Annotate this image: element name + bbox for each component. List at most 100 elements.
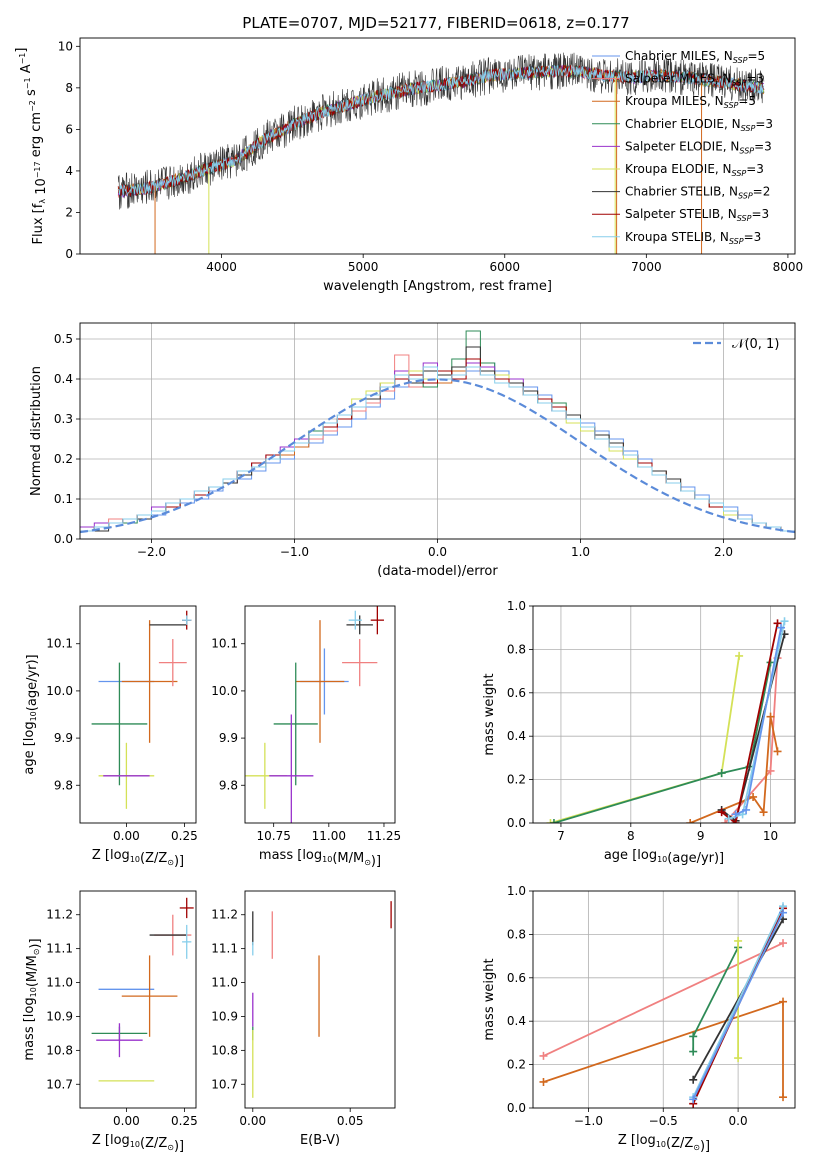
mass-weight-marker	[735, 651, 744, 660]
y-axis-label: Normed distribution	[29, 366, 44, 496]
axes-frame	[79, 37, 796, 255]
mass-weight-marker	[686, 819, 695, 823]
figure-title: PLATE=0707, MJD=52177, FIBERID=0618, z=0…	[242, 14, 629, 32]
mass-weight-marker	[689, 1047, 698, 1056]
legend-label: Salpeter ELODIE, NSSP=3	[625, 139, 772, 155]
error-point	[121, 620, 178, 743]
y-tick-label: 11.2	[46, 908, 73, 922]
error-point	[121, 955, 178, 1037]
x-tick-label: −2.0	[137, 545, 166, 559]
mass-weight-marker	[779, 908, 788, 917]
x-tick-label: 0.05	[337, 1114, 364, 1128]
error-point	[91, 662, 148, 786]
y-tick-label: 0.4	[507, 1014, 526, 1028]
y-tick-label: 0.0	[507, 816, 526, 830]
legend: Chabrier MILES, NSSP=5 Salpeter MILES, NS…	[592, 49, 773, 246]
normal-curve	[80, 378, 795, 534]
mass-weight-marker	[779, 997, 788, 1006]
y-tick-label: 0.2	[54, 452, 73, 466]
x-axis-label: Z [log10(Z/Z⊙)]	[92, 848, 184, 869]
y-tick-label: 2	[65, 205, 73, 219]
y-tick-label: 11.2	[211, 908, 238, 922]
y-tick-label: 10.9	[211, 1009, 238, 1023]
y-tick-label: 11.1	[211, 942, 238, 956]
legend-label: Chabrier ELODIE, NSSP=3	[625, 117, 773, 133]
x-tick-label: 5000	[348, 260, 379, 274]
y-axis-label: Flux [fλ 10−17 erg cm−2 s−1 A−1]	[14, 48, 49, 245]
mass-weight-line	[721, 623, 779, 823]
mass-weight-marker	[724, 814, 733, 823]
y-axis-label: mass [log10(M/M⊙)]	[22, 938, 43, 1060]
mass-weight-line	[553, 662, 772, 823]
mass-weight-marker	[549, 819, 558, 823]
x-tick-label: 10.75	[256, 829, 290, 843]
panel-residual-histogram: 𝒩(0, 1) −2.0 −1.0 0.0 1.0 2.0 0.0 0.1 0.2 0.3 0.4 0…	[29, 322, 796, 579]
mass-weight-marker	[766, 712, 775, 721]
mass-weight-marker	[539, 1051, 548, 1060]
y-tick-label: 10.8	[211, 1043, 238, 1057]
y-tick-label: 9.8	[219, 778, 238, 792]
error-point	[158, 639, 187, 687]
panel-spectrum: Chabrier MILES, NSSP=5 Salpeter MILES, NS…	[14, 37, 804, 294]
x-tick-label: 4000	[206, 260, 237, 274]
x-tick-label: 1.0	[571, 545, 590, 559]
legend-label: Kroupa MILES, NSSP=5	[625, 94, 756, 110]
mass-weight-marker	[773, 747, 782, 756]
x-tick-label: 0.00	[113, 1114, 140, 1128]
y-tick-label: 0.0	[507, 1101, 526, 1115]
x-axis-label: (data-model)/error	[377, 564, 498, 579]
legend-label: Chabrier STELIB, NSSP=2	[625, 185, 770, 201]
x-axis-label: Z [log10(Z/Z⊙)]	[618, 1133, 710, 1154]
panel-age-vs-mass: 10.75 11.00 11.25 9.8 9.9 10.0 10.1 mass [log10…	[211, 605, 401, 869]
y-tick-label: 1.0	[507, 599, 526, 613]
y-tick-label: 10.8	[46, 1043, 73, 1057]
y-axis-label: age [log10(age/yr)]	[22, 654, 40, 774]
error-point	[182, 615, 192, 625]
x-tick-label: −1.0	[280, 545, 309, 559]
y-tick-label: 10.1	[211, 637, 238, 651]
x-axis-label: age [log10(age/yr)]	[604, 848, 724, 866]
x-tick-label: 9	[697, 829, 705, 843]
error-point	[269, 714, 314, 823]
error-point	[182, 924, 192, 959]
mass-weight-marker	[742, 805, 751, 814]
error-point	[179, 897, 194, 919]
y-tick-label: 0.1	[54, 492, 73, 506]
mass-weight-marker	[780, 617, 789, 626]
x-tick-label: 0.00	[239, 1114, 266, 1128]
y-tick-label: 0.2	[507, 1058, 526, 1072]
mass-weight-marker	[773, 619, 782, 628]
panel-massweight-vs-Z: −1.0 −0.5 0.0 0.0 0.2 0.4 0.6 0.8 1.0 Z [log10(Z/…	[482, 884, 796, 1154]
x-axis-label: Z [log10(Z/Z⊙)]	[92, 1133, 184, 1154]
axes-frame	[244, 890, 396, 1109]
panel-massweight-vs-age: 7 8 9 10 0.0 0.2 0.4 0.6 0.8 1.0 age [log10(age/yr…	[482, 599, 796, 866]
plot-area	[245, 606, 384, 823]
y-tick-label: 0.6	[507, 971, 526, 985]
mass-weight-marker	[539, 1077, 548, 1086]
y-tick-label: 10.1	[46, 637, 73, 651]
y-tick-label: 10.0	[211, 684, 238, 698]
y-tick-label: 1.0	[507, 884, 526, 898]
x-axis-label: wavelength [Angstrom, rest frame]	[323, 279, 552, 294]
mass-weight-marker	[689, 1032, 698, 1041]
x-tick-label: 0.0	[428, 545, 447, 559]
y-tick-label: 9.9	[54, 731, 73, 745]
mass-weight-marker	[717, 808, 726, 817]
y-tick-label: 10.7	[211, 1077, 238, 1091]
plot-area	[91, 897, 194, 1082]
y-tick-label: 11.1	[46, 942, 73, 956]
axes-frame	[532, 605, 796, 824]
y-tick-label: 0.4	[507, 729, 526, 743]
spectrum-line	[117, 52, 765, 210]
x-tick-label: 8000	[773, 260, 804, 274]
y-axis-label: mass weight	[482, 958, 497, 1040]
axes-frame	[244, 605, 396, 824]
x-tick-label: 6000	[489, 260, 520, 274]
legend-label: Kroupa ELODIE, NSSP=3	[625, 162, 764, 178]
legend-label: Salpeter MILES, NSSP=3	[625, 72, 764, 88]
axes-frame	[79, 890, 197, 1109]
x-axis-label: mass [log10(M/M⊙)]	[259, 848, 381, 869]
panel-mass-vs-Z: 0.00 0.25 10.7 10.8 10.9 11.0 11.1 11.2 Z [log10…	[22, 890, 198, 1154]
panel-age-vs-Z: 0.00 0.25 9.8 9.9 10.0 10.1 Z [log10(Z/Z⊙)] age…	[22, 605, 198, 869]
x-tick-label: 10	[763, 829, 778, 843]
